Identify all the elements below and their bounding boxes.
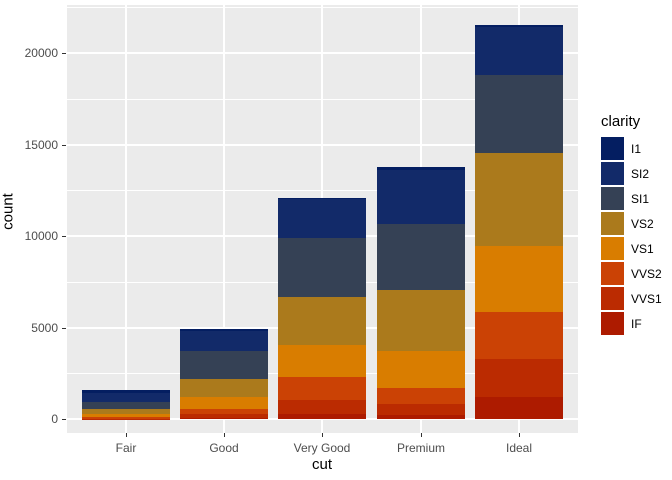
legend-swatch-vs2: [601, 212, 624, 235]
x-tick-mark: [224, 433, 225, 437]
y-tick-mark: [62, 236, 66, 237]
gridline-major-x: [223, 5, 225, 433]
bar-segment-very-good-SI2: [278, 199, 366, 238]
bar-segment-premium-VS1: [377, 351, 465, 388]
bar-segment-good-SI2: [180, 331, 268, 351]
legend-label-vs2: VS2: [631, 216, 654, 231]
legend-item-vs2: VS2: [601, 212, 662, 235]
y-tick-label: 20000: [24, 46, 58, 60]
y-tick-label: 10000: [24, 229, 58, 243]
legend-label-vs1: VS1: [631, 241, 654, 256]
y-tick-mark: [62, 145, 66, 146]
bar-segment-ideal-VVS1: [475, 359, 563, 397]
bar-segment-ideal-SI2: [475, 27, 563, 75]
plot-panel: [67, 5, 578, 433]
bar-segment-fair-I1: [82, 390, 170, 393]
x-tick-label: Ideal: [505, 441, 533, 455]
bar-segment-ideal-IF: [475, 397, 563, 419]
bar-segment-very-good-VVS1: [278, 400, 366, 414]
y-tick-label: 15000: [24, 138, 58, 152]
y-tick-mark: [62, 419, 66, 420]
bar-segment-very-good-SI1: [278, 238, 366, 297]
bar-segment-ideal-I1: [475, 25, 563, 27]
bar-segment-good-VS1: [180, 397, 268, 409]
bar-segment-very-good-VS2: [278, 297, 366, 345]
bar-segment-ideal-VVS2: [475, 312, 563, 359]
legend-label-vvs2: VVS2: [631, 266, 662, 281]
bar-segment-premium-SI1: [377, 224, 465, 290]
bar-segment-fair-VS2: [82, 409, 170, 414]
legend-label-vvs1: VVS1: [631, 291, 662, 306]
x-tick-mark: [519, 433, 520, 437]
x-tick-label: Premium: [396, 441, 445, 455]
legend-swatch-si2: [601, 162, 624, 185]
legend: clarity I1 SI2 SI1 VS2 VS1 VVS2 VVS1 IF: [601, 113, 662, 337]
y-tick-label: 5000: [31, 321, 58, 335]
legend-swatch-vs1: [601, 237, 624, 260]
y-tick-label: 0: [51, 412, 58, 426]
x-tick-mark: [126, 433, 127, 437]
y-tick-mark: [62, 328, 66, 329]
bar-segment-good-VS2: [180, 379, 268, 397]
bar-segment-premium-VS2: [377, 290, 465, 351]
x-tick-mark: [322, 433, 323, 437]
bar-segment-fair-SI2: [82, 393, 170, 402]
bar-segment-fair-VS1: [82, 414, 170, 417]
bar-segment-good-IF: [180, 418, 268, 419]
x-tick-mark: [421, 433, 422, 437]
legend-swatch-vvs1: [601, 287, 624, 310]
y-axis-title: count: [0, 193, 17, 230]
x-tick-label: Very Good: [293, 441, 351, 455]
bar-segment-ideal-SI1: [475, 75, 563, 153]
bar-segment-good-I1: [180, 329, 268, 331]
gridline-major-x: [125, 5, 127, 433]
bar-segment-fair-SI1: [82, 402, 170, 409]
legend-item-si1: SI1: [601, 187, 662, 210]
x-axis-title: cut: [311, 456, 332, 473]
bar-segment-very-good-VVS2: [278, 377, 366, 400]
legend-item-i1: I1: [601, 137, 662, 160]
legend-label-si2: SI2: [631, 166, 650, 181]
legend-item-vs1: VS1: [601, 237, 662, 260]
legend-swatch-i1: [601, 137, 624, 160]
legend-item-vvs2: VVS2: [601, 262, 662, 285]
legend-item-si2: SI2: [601, 162, 662, 185]
bar-segment-good-SI1: [180, 351, 268, 379]
legend-item-if: IF: [601, 312, 662, 335]
bar-segment-good-VVS1: [180, 414, 268, 418]
bar-segment-ideal-VS2: [475, 153, 563, 246]
bar-segment-very-good-VS1: [278, 345, 366, 377]
bar-segment-very-good-IF: [278, 414, 366, 419]
legend-label-si1: SI1: [631, 191, 650, 206]
bar-segment-premium-SI2: [377, 170, 465, 224]
legend-swatch-vvs2: [601, 262, 624, 285]
bar-segment-ideal-VS1: [475, 246, 563, 312]
bar-segment-premium-VVS2: [377, 388, 465, 404]
bar-segment-good-VVS2: [180, 409, 268, 414]
bar-segment-fair-VVS2: [82, 417, 170, 419]
bar-segment-premium-VVS1: [377, 404, 465, 415]
legend-label-if: IF: [631, 316, 642, 331]
bar-segment-fair-VVS1: [82, 419, 170, 420]
legend-title: clarity: [601, 113, 641, 130]
y-tick-mark: [62, 53, 66, 54]
x-tick-label: Fair: [115, 441, 137, 455]
x-tick-label: Good: [209, 441, 239, 455]
bar-segment-premium-IF: [377, 415, 465, 419]
bar-segment-very-good-I1: [278, 198, 366, 199]
legend-label-i1: I1: [631, 141, 642, 156]
bar-segment-premium-I1: [377, 167, 465, 170]
legend-item-vvs1: VVS1: [601, 287, 662, 310]
legend-items: I1 SI2 SI1 VS2 VS1 VVS2 VVS1 IF: [601, 137, 662, 335]
legend-swatch-si1: [601, 187, 624, 210]
legend-swatch-if: [601, 312, 624, 335]
